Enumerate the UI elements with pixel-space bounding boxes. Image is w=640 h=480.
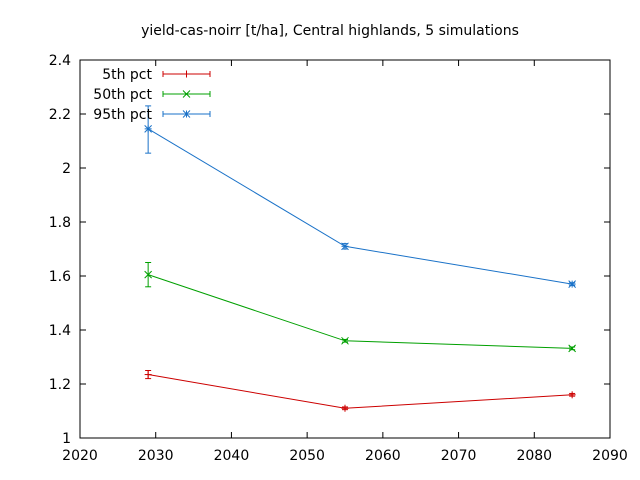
data-point [144,124,152,133]
data-point [568,280,576,288]
x-tick-label: 2050 [289,448,325,464]
plot-frame [79,59,611,439]
x-tick-label: 2020 [62,448,98,464]
legend-label: 5th pct [102,67,152,83]
x-tick-label: 2060 [365,448,401,464]
data-point [341,404,349,412]
y-tick-label: 2 [62,161,71,177]
series-line [147,128,573,285]
data-point [568,391,576,399]
data-point [341,336,349,345]
data-point [568,344,576,353]
legend: 5th pct 50th pct 95th pct [93,67,211,123]
legend-entry-3: 95th pct [93,107,211,123]
series-line [148,374,573,409]
data-point [341,242,349,251]
series-line [147,274,573,349]
legend-entry-2: 50th pct [93,87,211,103]
legend-marker [182,90,191,98]
y-tick-label: 1.8 [49,215,71,231]
series-1 [144,370,576,412]
series-3 [144,105,576,288]
data-point [144,371,152,379]
x-tick-label: 2080 [516,448,552,464]
series-2 [144,262,576,353]
legend-marker [183,70,190,78]
series-layer [144,105,576,412]
y-tick-label: 1 [62,431,71,447]
y-tick-label: 1.6 [49,269,71,285]
x-tick-label: 2030 [138,448,174,464]
data-point [144,270,152,279]
y-tick-label: 2.2 [49,107,71,123]
x-tick-label: 2090 [592,448,628,464]
chart-title: yield-cas-noirr [t/ha], Central highland… [141,23,519,39]
y-tick-label: 1.4 [49,323,71,339]
x-tick-label: 2070 [441,448,477,464]
x-tick-label: 2040 [214,448,250,464]
axes: 2020 2030 2040 2050 2060 2070 2080 2090 1 1.2 1.4 1… [49,53,628,464]
legend-label: 95th pct [93,107,152,123]
y-tick-label: 2.4 [49,53,71,69]
legend-entry-1: 5th pct [102,67,211,83]
legend-label: 50th pct [93,87,152,103]
y-tick-label: 1.2 [49,377,71,393]
legend-marker [182,110,191,118]
